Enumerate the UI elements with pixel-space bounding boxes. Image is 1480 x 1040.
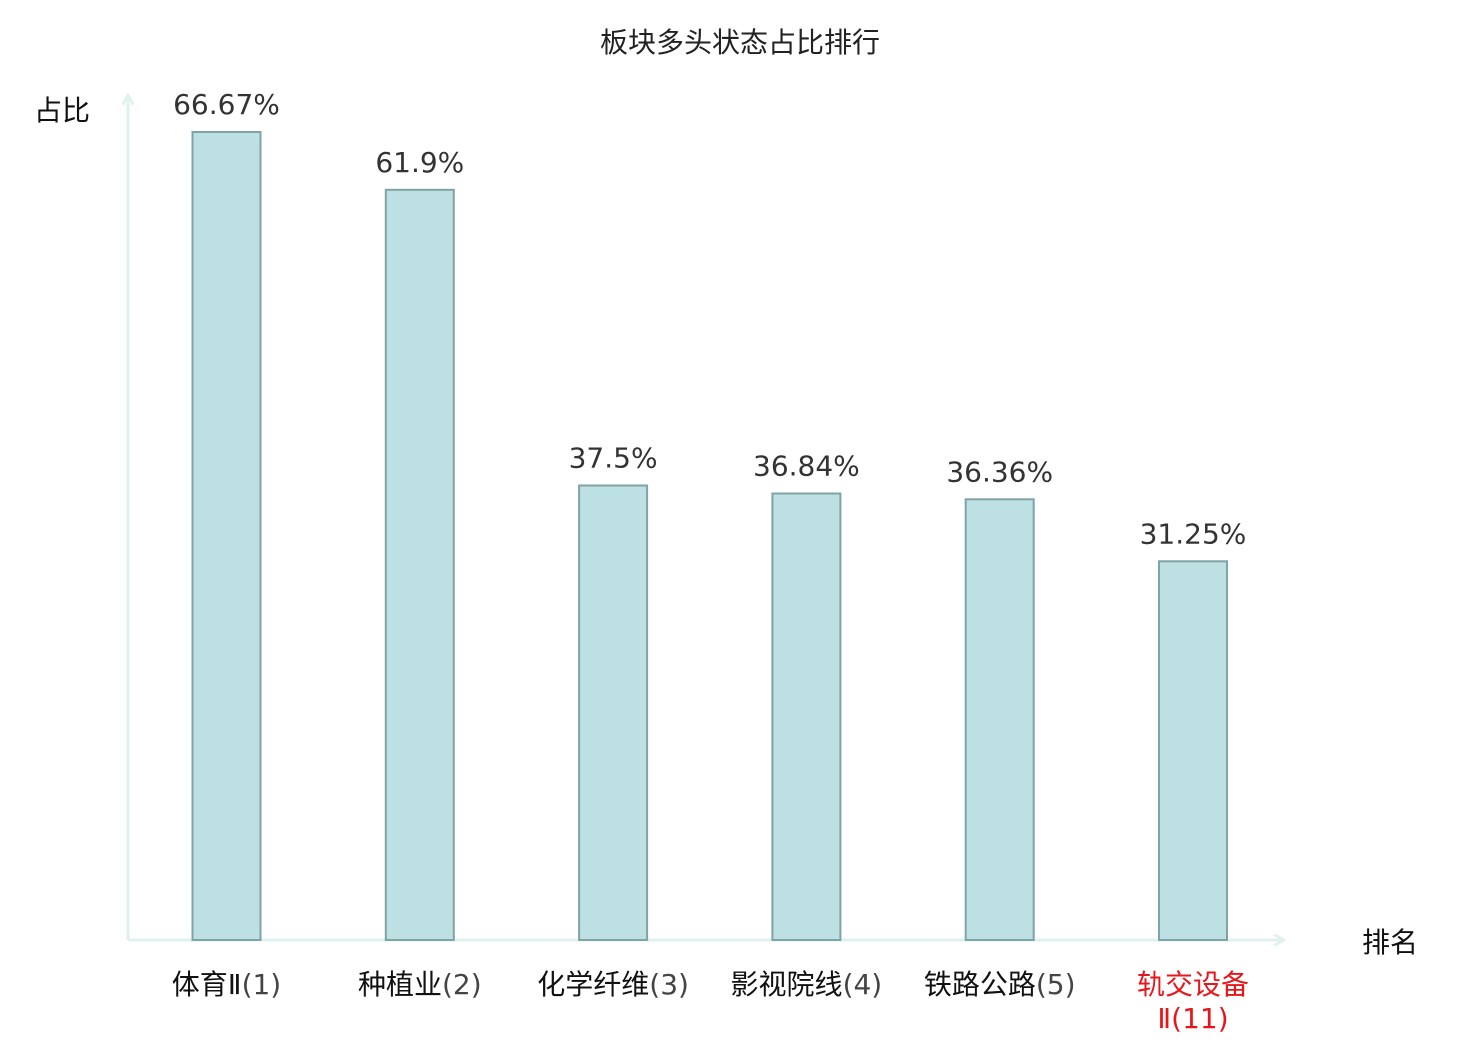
category-label-3: 化学纤维(3) [537,968,689,1001]
value-label-4: 36.84% [753,450,860,483]
category-rank-5: (5) [1036,968,1076,1001]
category-name-6: 轨交设备 [1137,968,1249,1001]
category-name-3: 化学纤维 [537,968,649,1001]
value-label-5: 36.36% [946,455,1053,488]
category-rank-6: Ⅱ(11) [1157,1002,1228,1035]
category-rank-4: (4) [843,968,883,1001]
category-labels-group: 体育Ⅱ(1) 种植业(2) 化学纤维(3) 影视院线(4) 铁路公路(5) 轨交设备 Ⅱ(1… [172,968,1249,1035]
category-name-5: 铁路公路 [924,968,1036,1001]
chart-title: 板块多头状态占比排行 [600,26,880,59]
bar-3 [578,484,649,941]
category-rank-1: (1) [242,968,282,1001]
category-label-4: 影视院线(4) [731,968,883,1001]
value-label-2: 61.9% [375,146,464,179]
y-axis-label: 占比 [34,94,90,127]
category-label-6: 轨交设备 Ⅱ(11) [1137,968,1249,1035]
bars-group [191,131,1228,942]
value-label-1: 66.67% [173,88,280,121]
bar-2 [384,188,455,942]
value-labels-group: 66.67% 61.9% 37.5% 36.84% 36.36% 31.25% [173,88,1246,550]
value-label-3: 37.5% [569,442,658,475]
bar-4 [771,492,842,941]
bar-1 [191,131,262,941]
category-name-2: 种植业 [358,968,442,1001]
x-axis-label: 排名 [1362,926,1418,959]
category-label-2: 种植业(2) [358,968,482,1001]
category-rank-2: (2) [442,968,482,1001]
bar-6 [1158,560,1228,941]
bar-5 [964,498,1035,941]
category-label-5: 铁路公路(5) [924,968,1076,1001]
category-name-1: 体育Ⅱ [172,968,242,1001]
category-rank-3: (3) [649,968,689,1001]
value-label-6: 31.25% [1140,517,1247,550]
category-label-1: 体育Ⅱ(1) [172,968,281,1001]
category-name-4: 影视院线 [731,968,843,1001]
